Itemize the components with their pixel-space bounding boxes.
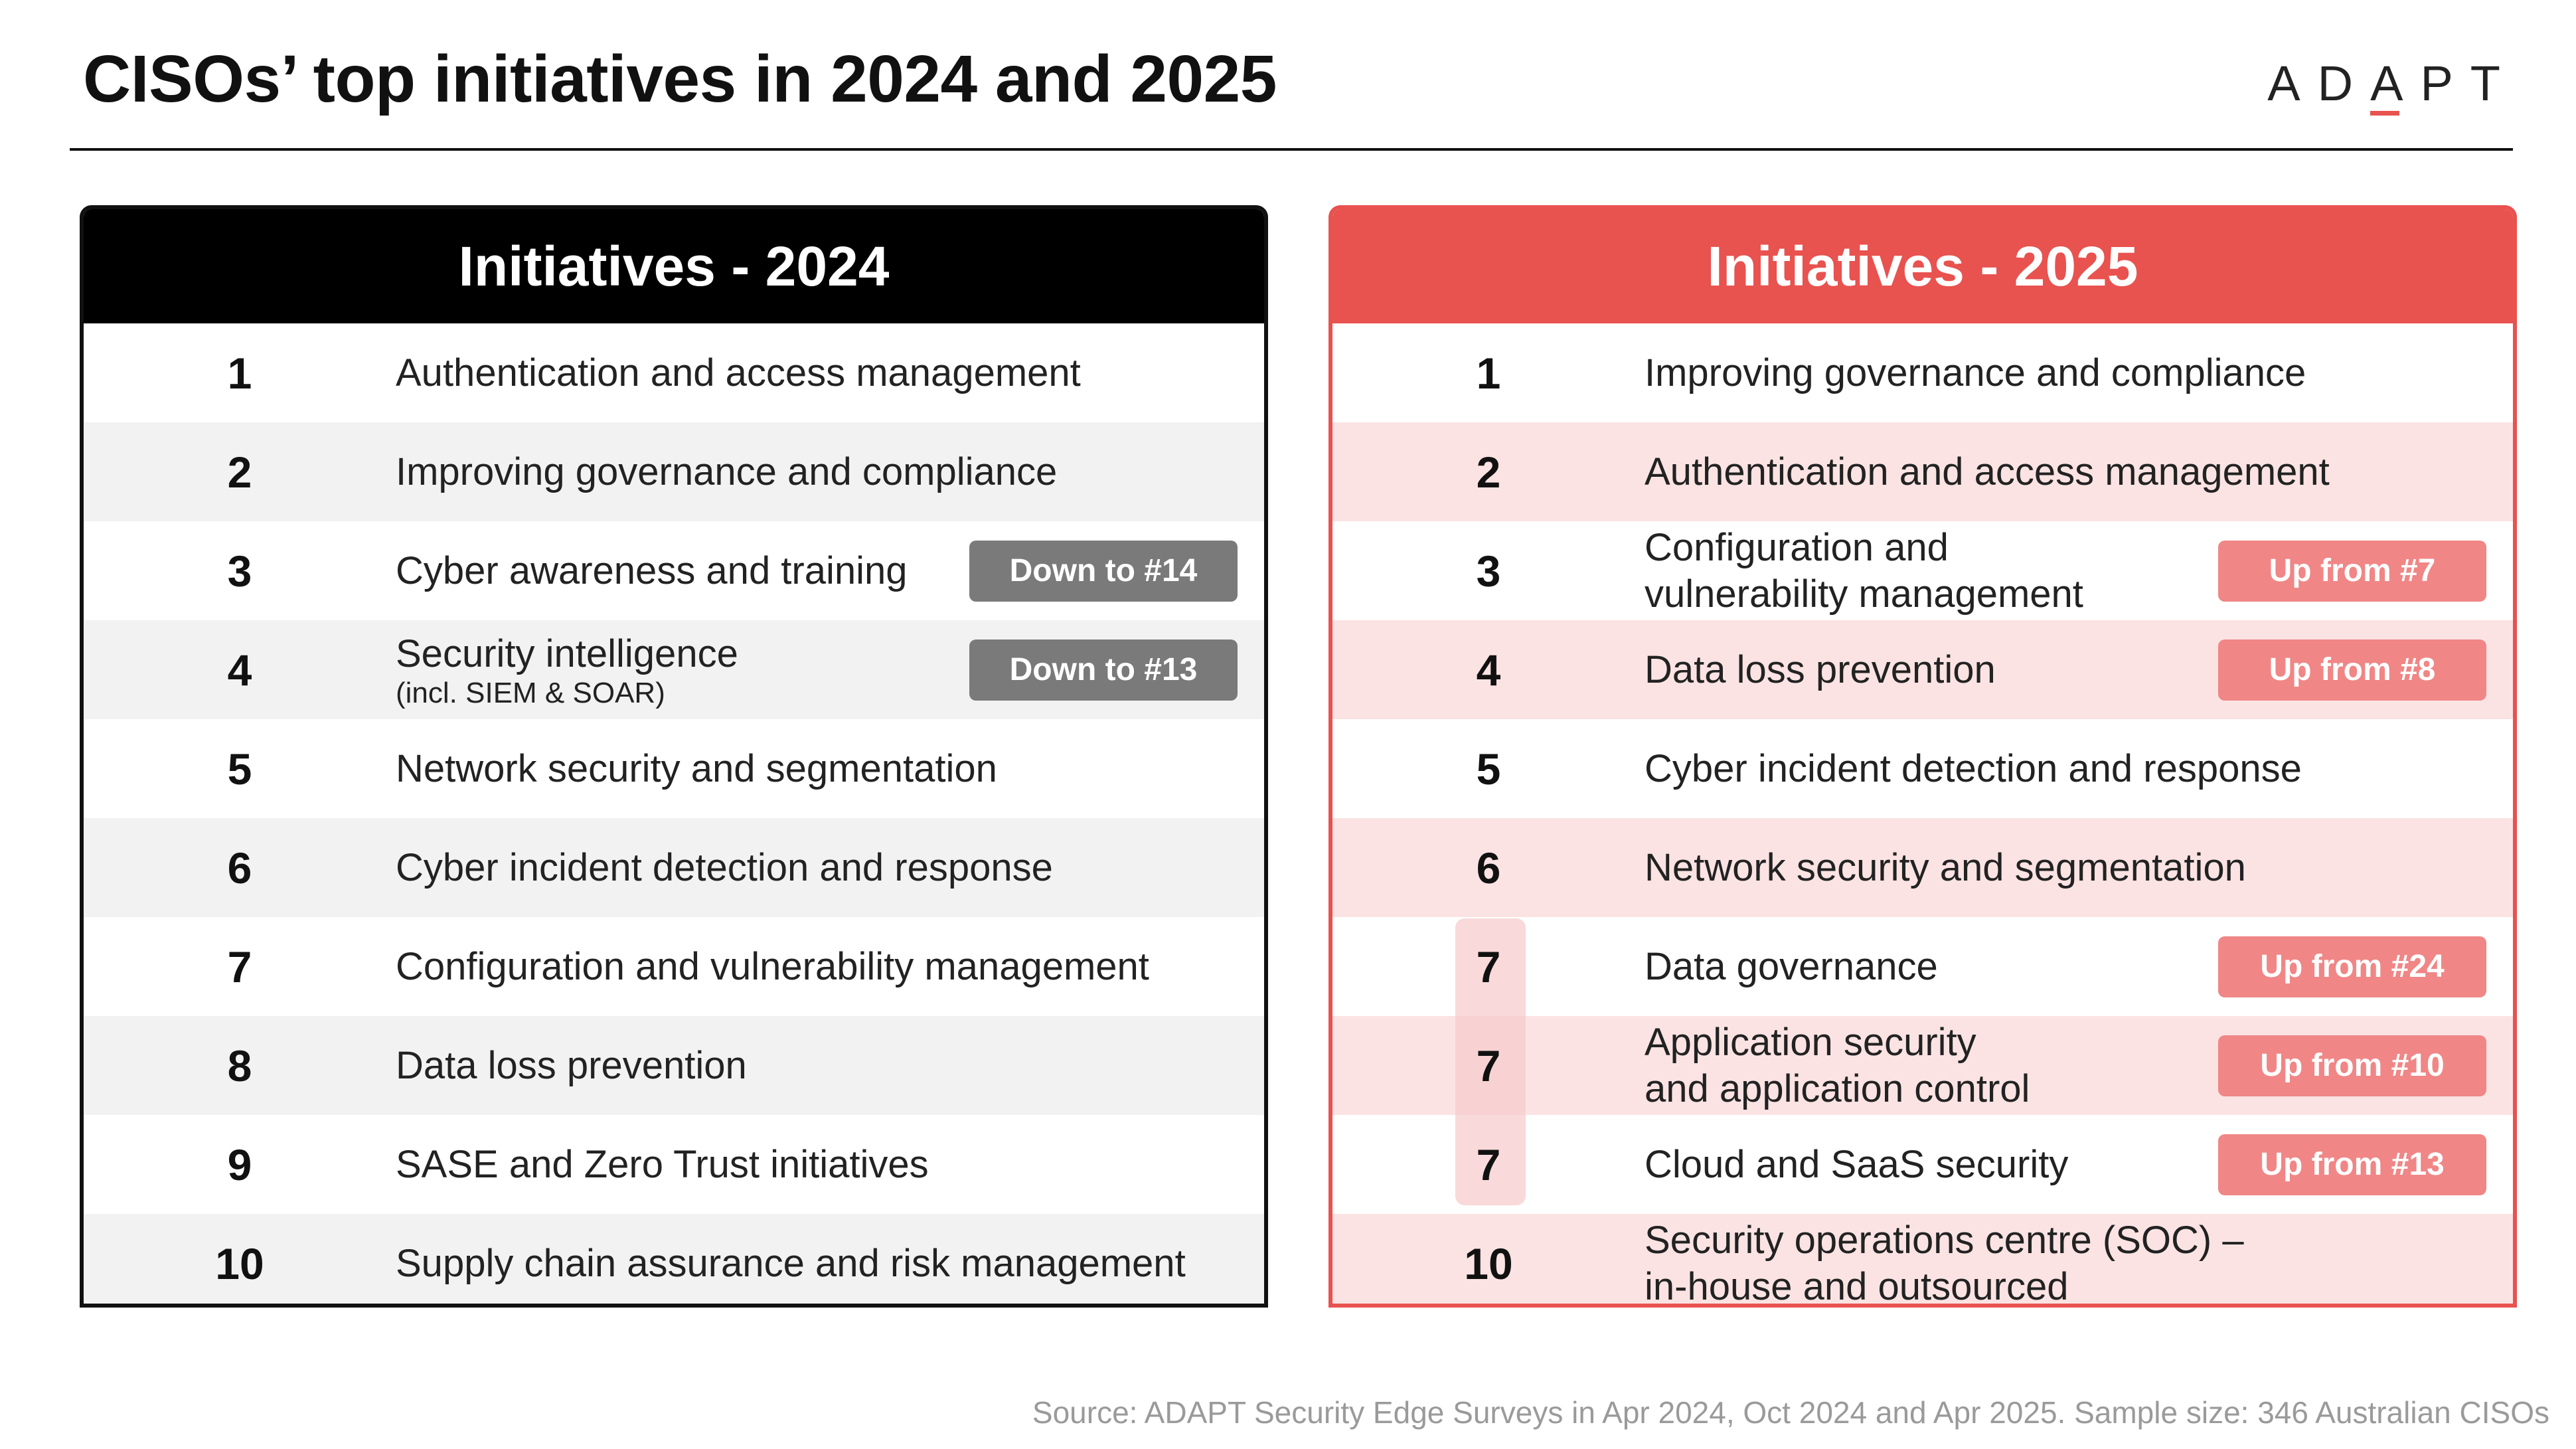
rank-number: 5 [227,744,252,794]
table-row: 1 Improving governance and compliance [1332,323,2513,422]
initiative-label: Improving governance and compliance [1645,351,2306,394]
title-divider [70,148,2513,151]
initiative-label-line: Security operations centre (SOC) – [1645,1218,2244,1262]
rank-number: 3 [227,546,252,596]
initiative-label: SASE and Zero Trust initiatives [396,1142,929,1186]
table-row: 7 Cloud and SaaS security Up from #13 [1332,1115,2513,1214]
rank-number: 2 [227,447,252,497]
table-row: 6 Cyber incident detection and response [84,818,1264,917]
table-row: 3 Configuration and vulnerability manage… [1332,521,2513,620]
table-row: 2 Improving governance and compliance [84,422,1264,521]
initiative-label: Cyber awareness and training [396,549,908,592]
rank-number: 1 [1476,348,1501,398]
source-note: Source: ADAPT Security Edge Surveys in A… [1032,1395,2549,1430]
table-row: 10 Supply chain assurance and risk manag… [84,1214,1264,1304]
logo-text-start: AD [2267,56,2371,111]
initiative-label: Cloud and SaaS security [1645,1142,2069,1186]
initiative-label: Cyber incident detection and response [1645,746,2302,790]
initiative-label: Supply chain assurance and risk manageme… [396,1241,1186,1285]
rows-2024: 1 Authentication and access management 2… [84,323,1264,1304]
table-row: 10 Security operations centre (SOC) – in… [1332,1214,2513,1308]
rank-change-badge: Down to #14 [969,540,1238,602]
rank-change-badge: Up from #10 [2218,1035,2486,1096]
logo-text-end: PT [2420,56,2518,111]
rank-number: 3 [1476,546,1501,596]
rank-number: 6 [227,843,252,893]
rank-change-badge: Up from #7 [2218,540,2486,602]
initiative-label: Security intelligence [396,632,738,675]
initiatives-2024-table: Initiatives - 2024 1 Authentication and … [80,205,1268,1308]
rank-number: 8 [227,1041,252,1090]
rank-number: 7 [1476,942,1501,991]
tied-rank-highlight [1455,918,1526,1205]
table-row: 2 Authentication and access management [1332,422,2513,521]
table-header-2025: Initiatives - 2025 [1332,209,2513,323]
logo-accent-letter: A [2370,56,2421,116]
initiative-label: Improving governance and compliance [396,450,1058,493]
rank-change-badge: Down to #13 [969,639,1238,701]
rank-number: 9 [227,1140,252,1189]
rows-2025: 1 Improving governance and compliance 2 … [1332,323,2513,1308]
initiative-label: Data governance [1645,944,1938,988]
initiative-label: Data loss prevention [396,1043,747,1087]
rank-number: 4 [227,645,252,695]
table-row: 4 Data loss prevention Up from #8 [1332,620,2513,719]
initiative-label-line: vulnerability management [1645,572,2083,616]
table-header-2024: Initiatives - 2024 [84,209,1264,323]
initiative-label-group: Security operations centre (SOC) – in-ho… [1645,1217,2244,1308]
rank-change-badge: Up from #8 [2218,639,2486,701]
initiative-label: Authentication and access management [1645,450,2330,493]
rank-number: 6 [1476,843,1501,893]
initiative-label-line: Application security [1645,1020,1976,1064]
table-row: 5 Cyber incident detection and response [1332,719,2513,818]
rank-change-badge: Up from #13 [2218,1134,2486,1195]
table-row: 9 SASE and Zero Trust initiatives [84,1115,1264,1214]
initiative-label-group: Security intelligence (incl. SIEM & SOAR… [396,631,738,709]
rank-number: 2 [1476,447,1501,497]
rank-number: 7 [1476,1041,1501,1090]
table-row: 6 Network security and segmentation [1332,818,2513,917]
initiative-label: Configuration and vulnerability manageme… [396,944,1149,988]
table-row: 7 Configuration and vulnerability manage… [84,917,1264,1016]
adapt-logo: AD A PT [2267,52,2518,116]
initiative-label: Network security and segmentation [1645,845,2246,889]
table-row: 7 Data governance Up from #24 [1332,917,2513,1016]
initiatives-2025-table: Initiatives - 2025 1 Improving governanc… [1328,205,2517,1308]
initiative-label-line: and application control [1645,1066,2030,1110]
initiative-label-group: Application security and application con… [1645,1019,2030,1112]
initiative-label-line: Configuration and [1645,525,1949,569]
table-row: 4 Security intelligence (incl. SIEM & SO… [84,620,1264,719]
table-row: 7 Application security and application c… [1332,1016,2513,1115]
table-row: 5 Network security and segmentation [84,719,1264,818]
initiative-label: Network security and segmentation [396,746,997,790]
page-title: CISOs’ top initiatives in 2024 and 2025 [83,42,1277,116]
initiative-label: Data loss prevention [1645,647,1996,691]
table-row: 8 Data loss prevention [84,1016,1264,1115]
initiative-label-group: Configuration and vulnerability manageme… [1645,525,2083,618]
initiative-label: Cyber incident detection and response [396,845,1053,889]
rank-number: 10 [1464,1238,1513,1288]
initiative-label: Authentication and access management [396,351,1081,394]
rank-number: 1 [227,348,252,398]
initiative-label-line: in-house and outsourced [1645,1264,2069,1308]
rank-number: 5 [1476,744,1501,794]
initiative-sublabel: (incl. SIEM & SOAR) [396,676,665,709]
rank-number: 4 [1476,645,1501,695]
table-row: 1 Authentication and access management [84,323,1264,422]
rank-change-badge: Up from #24 [2218,936,2486,997]
rank-number: 10 [215,1238,264,1288]
rank-number: 7 [1476,1140,1501,1189]
rank-number: 7 [227,942,252,991]
table-row: 3 Cyber awareness and training Down to #… [84,521,1264,620]
